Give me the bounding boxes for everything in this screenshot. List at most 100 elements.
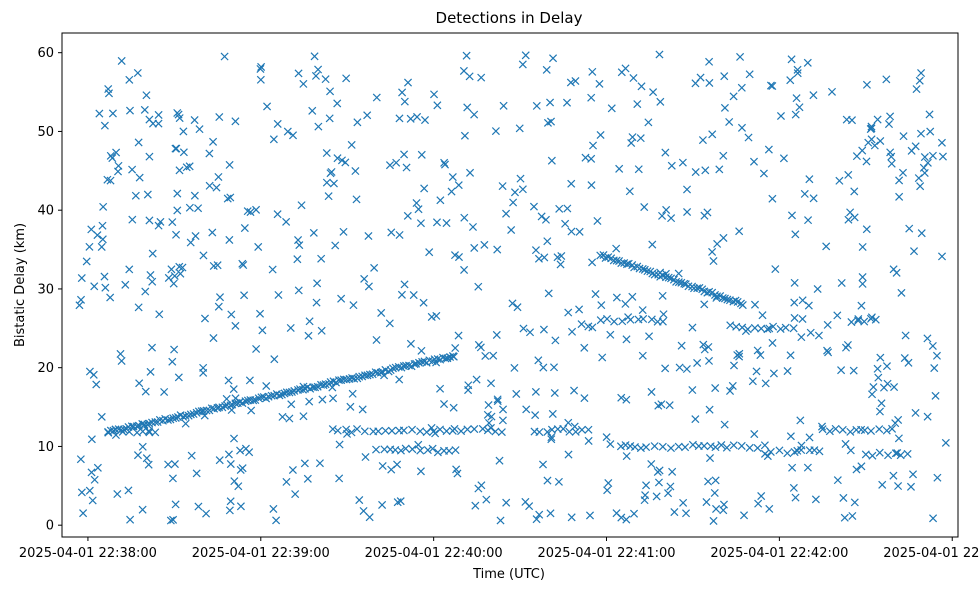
detection-marker [627, 138, 636, 148]
detection-marker [912, 85, 921, 94]
detection-marker [718, 294, 727, 303]
detection-marker [97, 242, 106, 251]
detection-marker [683, 207, 692, 217]
detection-marker [168, 357, 177, 366]
detection-marker [937, 252, 947, 261]
detection-marker [416, 427, 425, 436]
detection-marker [339, 227, 348, 236]
detection-marker [108, 109, 117, 118]
detection-marker [862, 80, 871, 89]
detection-marker [540, 253, 549, 262]
detection-marker [736, 52, 745, 61]
detection-marker [372, 335, 381, 345]
detection-marker [737, 83, 746, 92]
detection-marker [539, 325, 548, 334]
detection-marker [322, 148, 331, 158]
detection-marker [457, 427, 466, 436]
detection-marker [298, 385, 307, 394]
detection-marker [848, 511, 857, 520]
detection-marker [317, 326, 326, 335]
detection-marker [215, 293, 225, 302]
detection-marker [867, 313, 876, 322]
detection-marker [617, 393, 626, 402]
detection-marker [700, 300, 709, 309]
detection-marker [758, 311, 767, 320]
detection-marker [750, 300, 760, 309]
detection-marker [202, 406, 211, 415]
detection-marker [705, 287, 714, 296]
detection-marker [192, 469, 201, 478]
detection-marker [766, 81, 775, 90]
detection-marker [869, 382, 878, 392]
detection-marker [477, 73, 486, 82]
detection-marker [178, 263, 187, 272]
detection-marker [752, 367, 761, 376]
detection-marker [654, 478, 663, 487]
detection-marker [510, 188, 520, 197]
detection-marker [351, 166, 360, 176]
detection-marker [171, 500, 180, 509]
detection-marker [185, 162, 194, 171]
detection-marker [409, 291, 418, 300]
detection-marker [928, 341, 937, 350]
detection-marker [226, 497, 235, 506]
detection-marker [647, 460, 656, 469]
detection-marker [106, 151, 115, 160]
detection-marker [406, 114, 415, 123]
detection-marker [642, 481, 651, 490]
detection-marker [679, 498, 688, 507]
detection-marker [400, 280, 409, 289]
detection-marker [172, 230, 181, 239]
detection-marker [889, 265, 898, 274]
detection-marker [728, 381, 737, 390]
detection-marker [637, 82, 646, 91]
detection-marker [449, 352, 458, 361]
detection-marker [273, 119, 282, 128]
detection-marker [214, 302, 223, 311]
detection-marker [567, 513, 576, 522]
detection-marker [145, 216, 154, 225]
detection-marker [194, 204, 203, 213]
detection-marker [636, 134, 645, 143]
detection-marker [135, 379, 144, 388]
detection-marker [790, 298, 799, 307]
detection-marker [580, 343, 589, 352]
detection-marker [790, 448, 799, 457]
detection-marker [546, 98, 555, 107]
detection-marker [915, 76, 924, 85]
detection-marker [754, 499, 763, 508]
detection-marker [612, 293, 621, 302]
detection-marker [470, 243, 479, 252]
detection-marker [353, 118, 362, 127]
detection-marker [224, 450, 233, 459]
detection-marker [906, 482, 916, 491]
detection-marker [616, 442, 625, 451]
detection-marker [359, 506, 368, 515]
detection-marker [857, 462, 866, 471]
detection-marker [499, 101, 508, 110]
detection-marker [231, 117, 240, 126]
detection-marker [858, 279, 867, 288]
detection-marker [698, 136, 707, 145]
detection-marker [873, 115, 882, 124]
detection-marker [603, 486, 612, 495]
detection-marker [282, 477, 291, 486]
detection-marker [844, 215, 853, 224]
detection-marker [191, 231, 200, 241]
detection-marker [138, 427, 147, 436]
detection-marker [337, 156, 346, 165]
detection-marker [311, 383, 320, 392]
detection-marker [124, 486, 133, 495]
detection-marker [621, 299, 630, 308]
detection-marker [626, 442, 635, 451]
y-tick-label: 30 [37, 282, 54, 297]
detection-marker [185, 203, 194, 212]
detection-marker [688, 386, 697, 395]
detection-marker [825, 427, 834, 436]
detection-marker [214, 172, 223, 181]
detection-marker [541, 215, 550, 224]
detection-marker [474, 484, 483, 493]
data-markers [75, 50, 950, 525]
detection-marker [650, 442, 659, 451]
detection-marker [286, 323, 295, 332]
